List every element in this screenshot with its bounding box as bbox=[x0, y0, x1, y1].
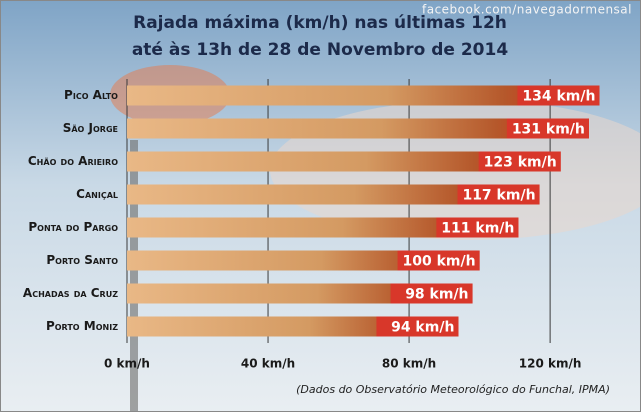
x-tick-label: 120 km/h bbox=[519, 357, 582, 371]
value-label: 111 km/h bbox=[441, 221, 514, 237]
value-label: 98 km/h bbox=[405, 287, 468, 303]
value-label: 123 km/h bbox=[484, 155, 557, 171]
source-note: (Dados do Observatório Meteorológico do … bbox=[296, 383, 610, 396]
x-tick-label: 40 km/h bbox=[241, 357, 295, 371]
chart-subtitle: até às 13h de 28 de Novembro de 2014 bbox=[132, 40, 509, 60]
category-label: Caniçal bbox=[76, 187, 118, 201]
bar bbox=[127, 85, 600, 106]
chart-title: Rajada máxima (km/h) nas últimas 12h bbox=[133, 13, 507, 33]
bar bbox=[127, 217, 519, 238]
bar bbox=[127, 151, 561, 172]
bar bbox=[127, 118, 589, 139]
value-label: 134 km/h bbox=[522, 89, 595, 105]
bar bbox=[127, 283, 473, 304]
value-label-box bbox=[397, 250, 480, 271]
category-label: Ponta do Pargo bbox=[28, 220, 118, 234]
x-tick-label: 80 km/h bbox=[382, 357, 436, 371]
value-label-box bbox=[506, 118, 589, 139]
value-label-box bbox=[457, 184, 540, 205]
category-label: São Jorge bbox=[63, 121, 118, 135]
value-label-box bbox=[436, 217, 519, 238]
category-label: Porto Moniz bbox=[46, 319, 118, 333]
bar bbox=[127, 316, 459, 337]
value-label: 100 km/h bbox=[403, 254, 476, 270]
value-label-box bbox=[376, 316, 459, 337]
value-label: 117 km/h bbox=[462, 188, 535, 204]
bar bbox=[127, 184, 540, 205]
value-label-box bbox=[478, 151, 561, 172]
category-label: Porto Santo bbox=[46, 253, 118, 267]
x-tick-label: 0 km/h bbox=[104, 357, 150, 371]
watermark: facebook.com/navegadormensal bbox=[422, 3, 632, 17]
value-label-box bbox=[390, 283, 473, 304]
pole bbox=[130, 140, 138, 412]
category-label: Pico Alto bbox=[64, 88, 118, 102]
category-label: Achadas da Cruz bbox=[23, 286, 118, 300]
value-label: 94 km/h bbox=[391, 320, 454, 336]
category-label: Chão do Arieiro bbox=[28, 154, 118, 168]
bar bbox=[127, 250, 480, 271]
value-label: 131 km/h bbox=[512, 122, 585, 138]
value-label-box bbox=[517, 85, 600, 106]
